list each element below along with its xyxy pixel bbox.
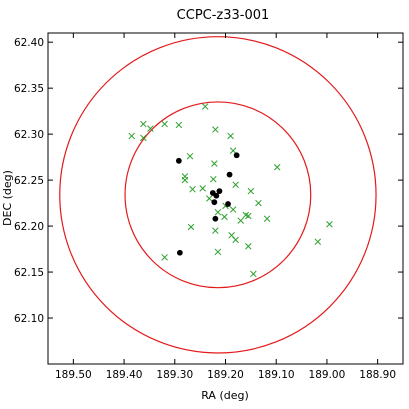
cross-marker [245, 243, 252, 250]
cross-marker [214, 209, 222, 216]
cross-marker [245, 212, 252, 220]
dot-marker [226, 171, 233, 178]
cross-marker [161, 120, 168, 128]
cross-marker [237, 217, 244, 224]
y-axis-ticks: 62.10 62.15 62.20 62.25 62.30 62.35 62.40 [14, 37, 403, 325]
cross-marker [232, 181, 239, 188]
cross-marker [214, 248, 222, 256]
cross-marker [128, 132, 135, 140]
inner-circle [124, 101, 312, 289]
cross-marker [250, 270, 257, 278]
cross-marker [212, 126, 219, 133]
cross-marker [326, 220, 333, 228]
cross-marker [181, 176, 189, 184]
cross-marker [175, 121, 183, 129]
y-tick-label: 62.40 [14, 37, 44, 49]
plot-area-frame [47, 32, 404, 365]
cross-marker [187, 223, 195, 231]
y-tick-label: 62.15 [14, 267, 44, 279]
y-axis-title: DEC (deg) [1, 170, 14, 226]
cross-marker [189, 186, 196, 193]
cross-marker [247, 187, 255, 195]
x-tick-label: 189.50 [55, 369, 92, 381]
dot-marker [212, 215, 219, 222]
y-tick-label: 62.20 [14, 221, 44, 233]
dot-marker [175, 157, 182, 164]
cross-marker [273, 163, 281, 171]
cross-marker [212, 227, 219, 234]
cross-marker [140, 134, 147, 142]
x-tick-label: 189.30 [156, 369, 193, 381]
outer-circle [59, 36, 377, 354]
dot-marker [176, 249, 183, 256]
cross-marker [232, 236, 239, 244]
dot-marker [225, 201, 231, 207]
x-tick-label: 188.90 [359, 369, 396, 381]
x-tick-label: 189.10 [258, 369, 295, 381]
x-tick-label: 189.00 [309, 369, 346, 381]
y-tick-label: 62.10 [14, 313, 44, 325]
cross-marker [206, 195, 213, 202]
cross-marker [161, 254, 168, 261]
y-tick-label: 62.35 [14, 83, 44, 95]
x-tick-label: 189.20 [207, 369, 244, 381]
x-axis-ticks: 189.50 189.40 189.30 189.20 189.10 189.00 188.… [55, 33, 396, 381]
cross-marker [229, 206, 237, 213]
y-tick-label: 62.25 [14, 175, 44, 187]
cross-marker [314, 238, 322, 245]
cross-marker [201, 103, 209, 110]
cross-marker [221, 213, 228, 221]
x-axis-title: RA (deg) [201, 389, 249, 402]
cross-marker [147, 125, 154, 132]
cross-marker [255, 199, 262, 207]
y-tick-label: 62.30 [14, 129, 44, 141]
dot-marker [216, 188, 223, 195]
circles-layer [59, 36, 377, 354]
cross-marker [263, 215, 271, 222]
cross-marker [229, 147, 237, 154]
cross-marker [211, 160, 218, 167]
cross-marker [227, 132, 234, 140]
x-tick-label: 189.40 [106, 369, 143, 381]
cross-marker [199, 185, 206, 192]
cross-marker [140, 120, 147, 128]
points-layer [128, 103, 333, 278]
dot-marker [233, 152, 240, 159]
chart-title: CCPC-z33-001 [177, 8, 270, 23]
cross-marker [210, 175, 217, 183]
cross-marker [186, 152, 194, 160]
dot-marker [211, 199, 218, 206]
dot-marker [213, 192, 220, 199]
